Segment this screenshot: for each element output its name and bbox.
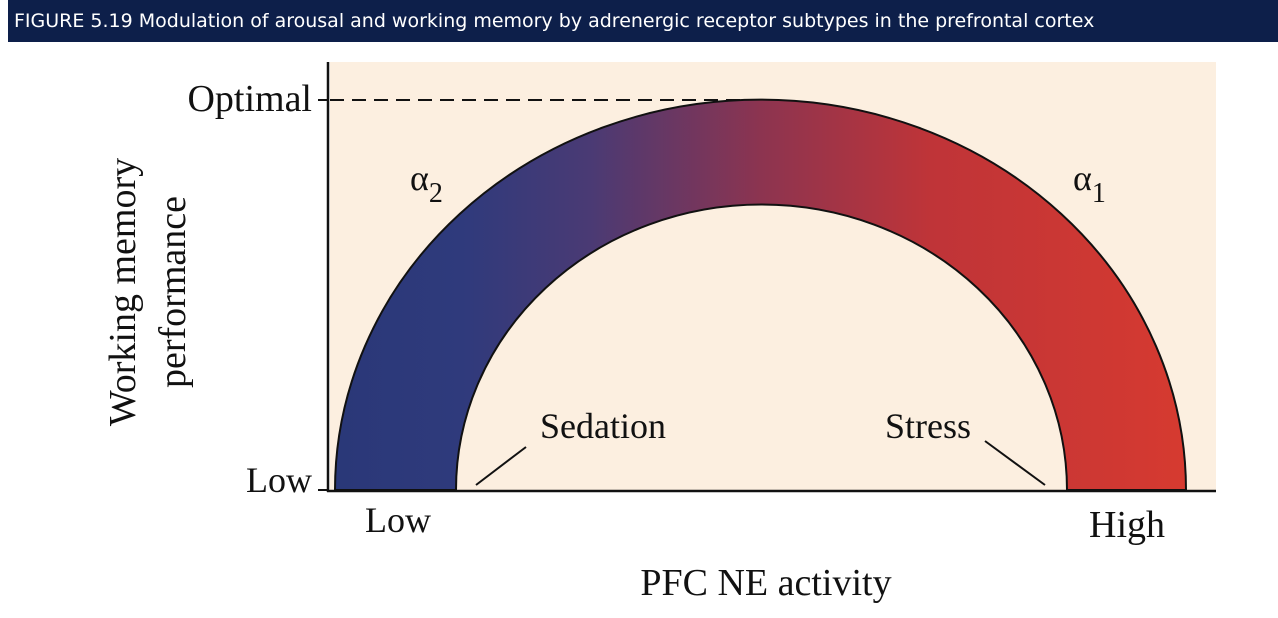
receptor-symbol: α — [410, 158, 429, 198]
performance-arch — [333, 98, 1188, 491]
y-top-label: Optimal — [187, 78, 312, 120]
y-axis-title: Working memory performance — [102, 158, 194, 426]
receptor-symbol: α — [1073, 158, 1092, 198]
annotation: Stress — [885, 406, 971, 446]
receptor-label: α1 — [1073, 158, 1106, 209]
annotation: Sedation — [540, 406, 666, 446]
y-axis-title-line: performance — [152, 196, 194, 388]
header-title: FIGURE 5.19 Modulation of arousal and wo… — [8, 0, 1278, 42]
receptor-label: α2 — [410, 158, 443, 209]
y-axis-title-line: Working memory — [102, 158, 144, 426]
annotation-leader — [984, 440, 1046, 486]
annotation-leader — [475, 446, 527, 486]
y-bottom-label: Low — [246, 460, 312, 500]
receptor-subscript: 2 — [429, 178, 443, 209]
x-left-label: Low — [365, 500, 431, 540]
x-right-label: High — [1089, 504, 1165, 546]
receptor-subscript: 1 — [1092, 178, 1106, 209]
x-axis-title: PFC NE activity — [640, 562, 891, 604]
